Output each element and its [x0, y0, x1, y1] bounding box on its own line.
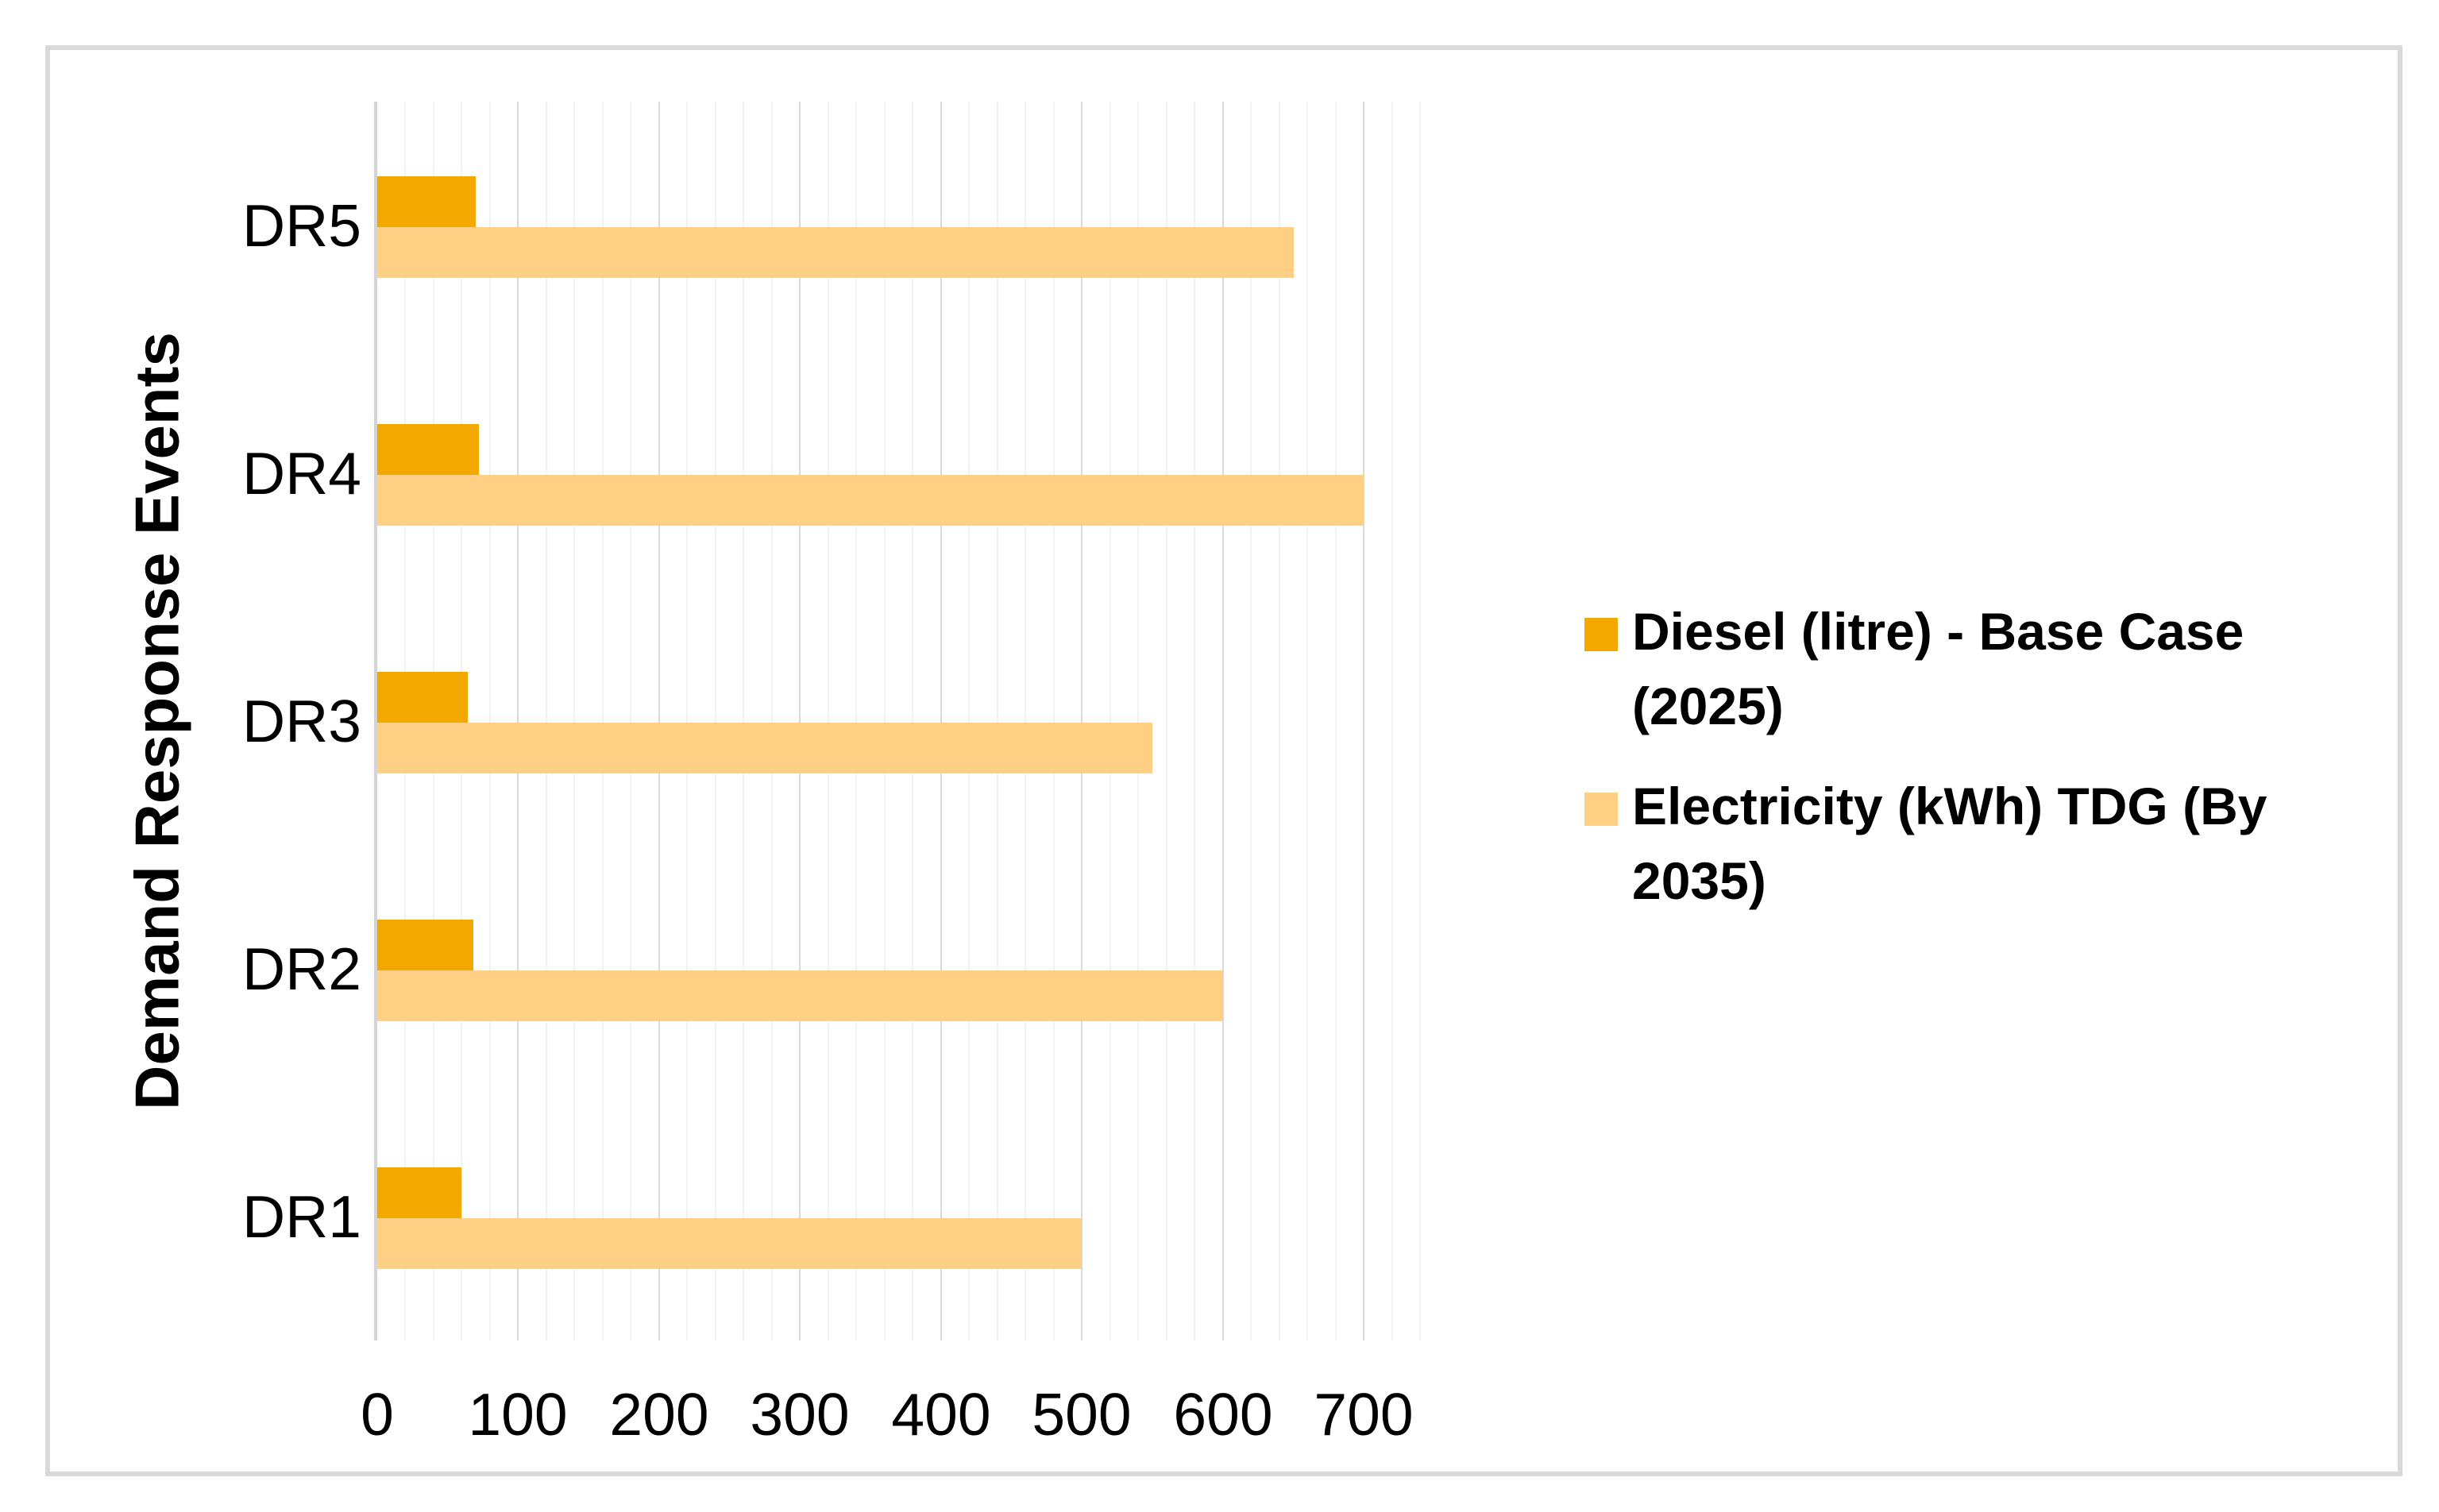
bar-electricity-dr4	[377, 475, 1364, 526]
gridline-minor	[1335, 102, 1337, 1340]
bar-electricity-dr5	[377, 227, 1294, 278]
bar-electricity-dr1	[377, 1218, 1082, 1269]
gridline-minor	[1025, 102, 1026, 1340]
gridline-minor	[630, 102, 631, 1340]
gridline-minor	[968, 102, 970, 1340]
gridline-minor	[573, 102, 575, 1340]
bar-diesel-dr2	[377, 920, 473, 970]
gridline-minor	[686, 102, 688, 1340]
x-tick-label-500: 500	[1032, 1381, 1132, 1448]
gridline-major	[1363, 102, 1364, 1340]
gridline-minor	[715, 102, 716, 1340]
x-tick-label-0: 0	[361, 1381, 394, 1448]
gridline-minor	[1250, 102, 1252, 1340]
gridline-minor	[546, 102, 547, 1340]
category-label-dr2: DR2	[241, 935, 361, 1002]
legend: Diesel (litre) - Base Case (2025) Electr…	[1584, 594, 2315, 943]
x-tick-label-600: 600	[1173, 1381, 1273, 1448]
bar-diesel-dr4	[377, 424, 479, 475]
gridline-minor	[912, 102, 913, 1340]
gridline-minor	[1194, 102, 1195, 1340]
x-tick-label-300: 300	[750, 1381, 850, 1448]
gridline-minor	[828, 102, 829, 1340]
gridline-minor	[1053, 102, 1055, 1340]
gridline-major	[940, 102, 942, 1340]
gridline-minor	[1391, 102, 1393, 1340]
gridline-minor	[602, 102, 604, 1340]
gridline-minor	[1166, 102, 1167, 1340]
category-label-dr5: DR5	[241, 192, 361, 259]
legend-swatch-electricity	[1584, 793, 1618, 826]
category-label-dr3: DR3	[241, 688, 361, 754]
gridline-minor	[884, 102, 886, 1340]
gridline-minor	[743, 102, 744, 1340]
y-axis-title: Demand Response Events	[122, 332, 192, 1110]
gridline-minor	[1110, 102, 1111, 1340]
x-tick-label-700: 700	[1314, 1381, 1414, 1448]
gridline-major	[1222, 102, 1224, 1340]
legend-entry-electricity: Electricity (kWh) TDG (By 2035)	[1584, 769, 2315, 918]
gridline-minor	[997, 102, 998, 1340]
gridline-minor	[1306, 102, 1308, 1340]
bar-diesel-dr3	[377, 672, 468, 723]
gridline-major	[1081, 102, 1082, 1340]
x-tick-label-400: 400	[891, 1381, 991, 1448]
bar-electricity-dr3	[377, 723, 1152, 773]
legend-swatch-diesel	[1584, 618, 1618, 651]
category-label-dr4: DR4	[241, 440, 361, 507]
legend-entry-diesel: Diesel (litre) - Base Case (2025)	[1584, 594, 2315, 743]
bar-diesel-dr5	[377, 176, 476, 227]
gridline-major	[658, 102, 660, 1340]
gridline-minor	[771, 102, 773, 1340]
gridline-major	[517, 102, 519, 1340]
gridline-minor	[1137, 102, 1139, 1340]
gridline-minor	[1419, 102, 1421, 1340]
bar-diesel-dr1	[377, 1167, 461, 1218]
plot-area	[374, 102, 1434, 1340]
gridline-minor	[489, 102, 491, 1340]
category-label-dr1: DR1	[241, 1183, 361, 1250]
gridline-minor	[1279, 102, 1280, 1340]
legend-label-diesel: Diesel (litre) - Base Case (2025)	[1632, 602, 2244, 735]
legend-label-electricity: Electricity (kWh) TDG (By 2035)	[1632, 777, 2267, 910]
gridline-major	[799, 102, 801, 1340]
bar-electricity-dr2	[377, 970, 1223, 1021]
x-tick-label-100: 100	[468, 1381, 568, 1448]
x-tick-label-200: 200	[609, 1381, 709, 1448]
gridline-minor	[855, 102, 857, 1340]
y-axis-line	[374, 102, 377, 1340]
